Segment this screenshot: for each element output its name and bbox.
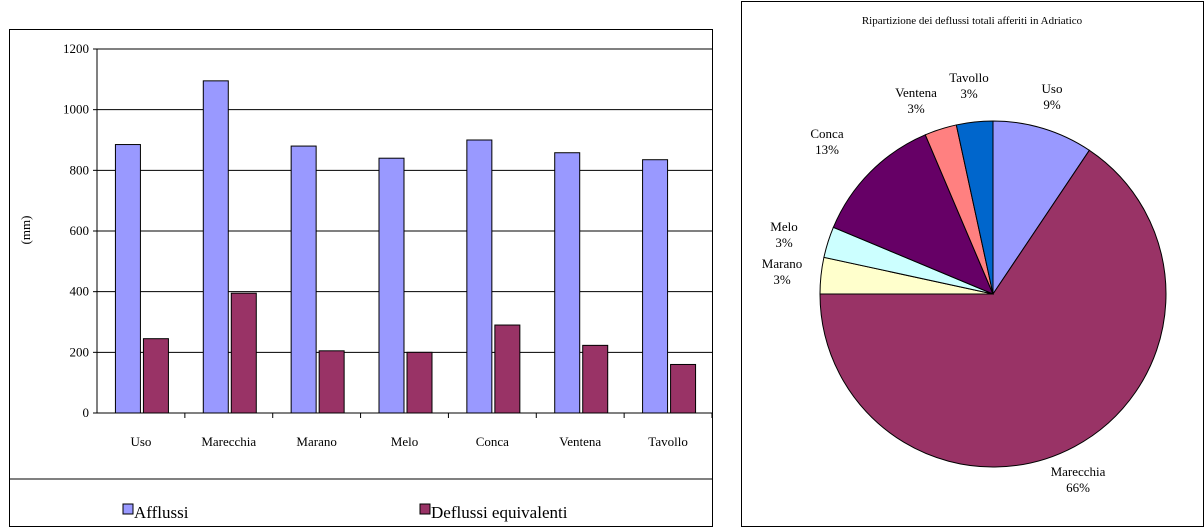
x-tick-label-uso: Uso: [130, 434, 151, 449]
pie-percent-ventena: 3%: [907, 101, 925, 116]
pie-percent-marano: 3%: [773, 272, 791, 287]
bar-deflussi-equivalenti-ventena: [582, 344, 609, 414]
pie-label-marano: Marano: [762, 256, 802, 271]
legend-swatch-deflussi: [419, 503, 431, 515]
pie-percent-conca: 13%: [815, 142, 839, 157]
y-axis-ticks: 0 200 400 600 800 1000 1200: [63, 41, 97, 420]
y-tick-label: 1200: [63, 41, 89, 56]
bar-deflussi-equivalenti-tavollo: [670, 363, 697, 414]
pie-percent-melo: 3%: [775, 235, 793, 250]
bar-axes: [96, 49, 712, 414]
pie-percent-uso: 9%: [1043, 97, 1061, 112]
bar-afflussi-marecchia: [202, 80, 229, 414]
pie-label-conca: Conca: [810, 126, 843, 141]
pie-slice-marecchia: [819, 149, 1167, 468]
bar-marks: [114, 80, 697, 414]
pie-label-uso: Uso: [1042, 81, 1063, 96]
y-tick-label: 1000: [63, 102, 89, 117]
pie-title: Ripartizione dei deflussi totali afferit…: [862, 15, 1083, 27]
legend-label-afflussi: Afflussi: [134, 503, 189, 522]
x-tick-label-melo: Melo: [391, 434, 418, 449]
y-tick-label: 600: [70, 223, 90, 238]
bar-afflussi-melo: [378, 157, 405, 414]
x-tick-label-tavollo: Tavollo: [648, 434, 688, 449]
legend-label-deflussi: Deflussi equivalenti: [431, 503, 568, 522]
bar-deflussi-equivalenti-marano: [318, 350, 345, 414]
bar-chart: (mm) 0 200 400 600 800 1000 1200 Uso Marecchia M…: [10, 41, 713, 522]
x-tick-label-ventena: Ventena: [559, 434, 601, 449]
pie-percent-marecchia: 66%: [1066, 480, 1090, 495]
bar-deflussi-equivalenti-conca: [494, 324, 521, 414]
bar-chart-panel: (mm) 0 200 400 600 800 1000 1200 Uso Marecchia M…: [9, 29, 713, 527]
y-axis-label: (mm): [18, 216, 33, 245]
bar-afflussi-ventena: [554, 152, 581, 414]
bar-afflussi-conca: [466, 139, 493, 414]
legend-item-afflussi: Afflussi: [122, 503, 189, 522]
pie-label-marecchia: Marecchia: [1051, 464, 1106, 479]
pie-labels: Uso9%Marecchia66%Marano3%Melo3%Conca13%V…: [762, 70, 1106, 495]
pie-percent-tavollo: 3%: [960, 86, 978, 101]
bar-afflussi-tavollo: [642, 159, 669, 414]
bar-deflussi-equivalenti-melo: [406, 351, 433, 414]
y-tick-label: 800: [70, 162, 90, 177]
x-tick-label-marecchia: Marecchia: [201, 434, 256, 449]
pie-slice-conca: [832, 134, 994, 295]
pie-slices: [819, 120, 1167, 468]
pie-label-tavollo: Tavollo: [949, 70, 989, 85]
y-tick-label: 400: [70, 284, 90, 299]
bar-deflussi-equivalenti-uso: [142, 338, 169, 414]
x-tick-label-marano: Marano: [296, 434, 336, 449]
legend-swatch-afflussi: [122, 503, 134, 515]
x-axis-ticks: Uso Marecchia Marano Melo Conca Ventena Tavoll…: [130, 413, 713, 449]
pie-label-ventena: Ventena: [895, 85, 937, 100]
pie-slice-tavollo: [955, 120, 994, 295]
pie-label-melo: Melo: [770, 219, 797, 234]
pie-chart: Ripartizione dei deflussi totali afferit…: [762, 15, 1167, 495]
pie-chart-panel: Ripartizione dei deflussi totali afferit…: [741, 1, 1204, 527]
legend-item-deflussi: Deflussi equivalenti: [419, 503, 568, 522]
bar-afflussi-marano: [290, 145, 317, 414]
y-tick-label: 200: [70, 344, 90, 359]
pie-slice-uso: [992, 120, 1091, 296]
y-tick-label: 0: [83, 405, 90, 420]
x-tick-label-conca: Conca: [476, 434, 509, 449]
bar-afflussi-uso: [114, 144, 141, 414]
bar-deflussi-equivalenti-marecchia: [230, 292, 257, 414]
